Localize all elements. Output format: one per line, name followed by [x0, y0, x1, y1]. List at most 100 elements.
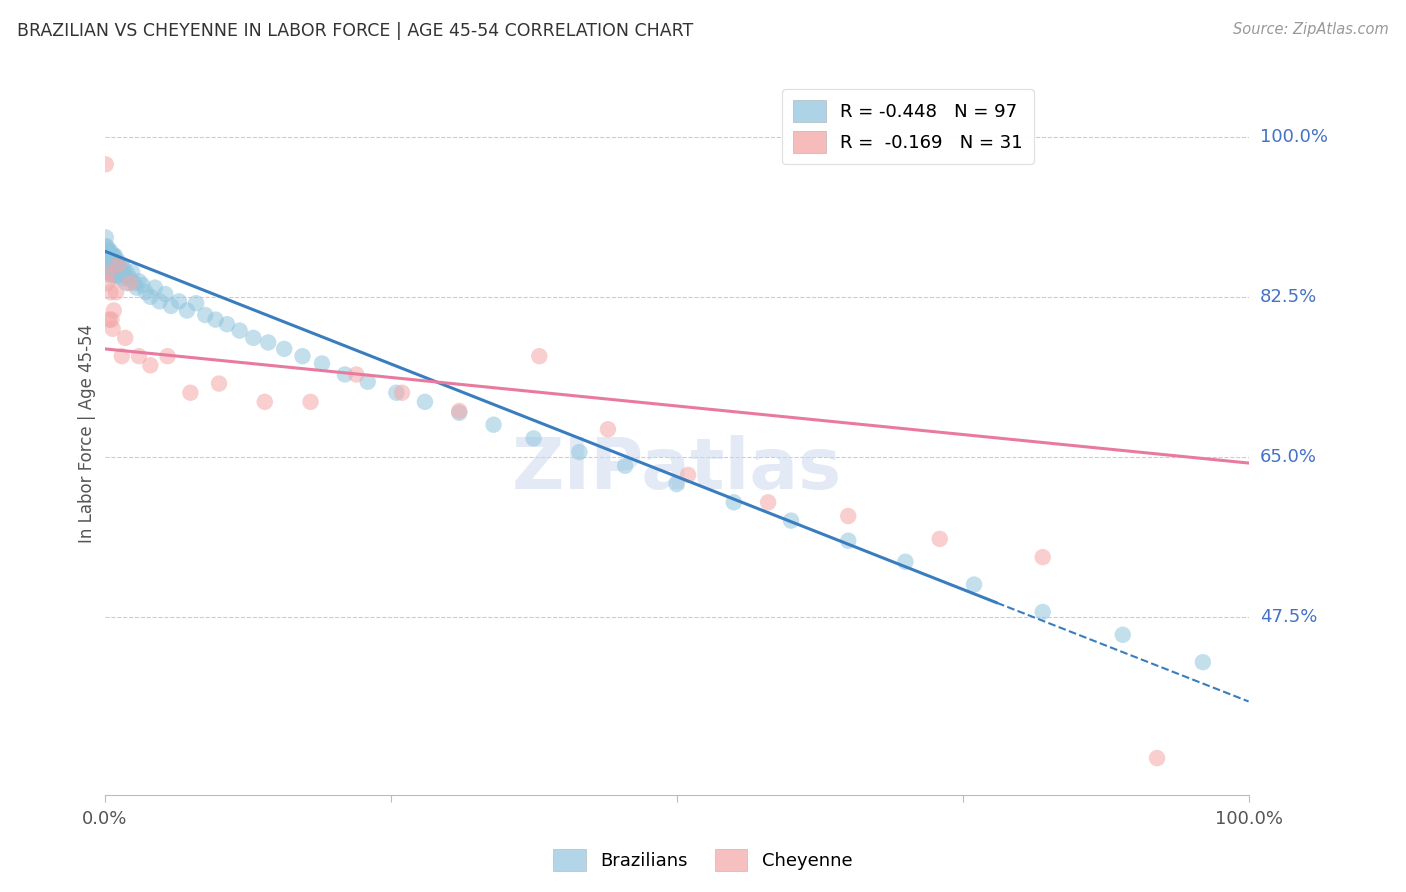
Point: [96, 253, 118, 268]
Point: [1032, 605, 1054, 619]
Point: [184, 296, 207, 310]
Point: [1112, 628, 1135, 642]
Point: [118, 271, 141, 285]
Text: BRAZILIAN VS CHEYENNE IN LABOR FORCE | AGE 45-54 CORRELATION CHART: BRAZILIAN VS CHEYENNE IN LABOR FORCE | A…: [17, 22, 693, 40]
Point: [482, 417, 505, 432]
Text: ZIPatlas: ZIPatlas: [512, 435, 842, 504]
Text: 82.5%: 82.5%: [1260, 288, 1317, 306]
Point: [97, 253, 120, 268]
Point: [100, 312, 122, 326]
Point: [160, 299, 183, 313]
Point: [111, 267, 134, 281]
Point: [97, 256, 120, 270]
Point: [103, 303, 125, 318]
Point: [385, 385, 408, 400]
Point: [104, 253, 127, 268]
Point: [523, 431, 546, 445]
Point: [143, 280, 166, 294]
Point: [124, 276, 146, 290]
Point: [118, 276, 141, 290]
Point: [228, 324, 250, 338]
Point: [94, 157, 117, 171]
Point: [101, 322, 124, 336]
Point: [98, 249, 121, 263]
Point: [449, 404, 471, 418]
Point: [101, 268, 124, 283]
Point: [1192, 655, 1215, 669]
Legend: R = -0.448   N = 97, R =  -0.169   N = 31: R = -0.448 N = 97, R = -0.169 N = 31: [782, 89, 1033, 164]
Point: [928, 532, 950, 546]
Point: [963, 577, 986, 591]
Point: [139, 359, 162, 373]
Point: [101, 260, 124, 274]
Point: [242, 331, 264, 345]
Point: [121, 265, 143, 279]
Point: [333, 368, 356, 382]
Text: 65.0%: 65.0%: [1260, 448, 1317, 466]
Point: [107, 258, 129, 272]
Point: [108, 268, 131, 283]
Point: [204, 312, 226, 326]
Point: [1146, 751, 1168, 765]
Point: [568, 445, 591, 459]
Point: [94, 244, 117, 259]
Point: [98, 312, 121, 326]
Point: [114, 331, 136, 345]
Point: [117, 267, 139, 281]
Point: [97, 249, 120, 263]
Point: [167, 294, 190, 309]
Point: [105, 268, 128, 283]
Point: [98, 258, 121, 272]
Point: [311, 356, 333, 370]
Point: [723, 495, 745, 509]
Point: [96, 258, 118, 272]
Point: [114, 268, 136, 283]
Point: [156, 349, 179, 363]
Point: [273, 342, 295, 356]
Point: [257, 335, 280, 350]
Point: [96, 249, 118, 263]
Point: [97, 267, 120, 281]
Point: [94, 239, 117, 253]
Text: 100.0%: 100.0%: [1260, 128, 1327, 146]
Point: [96, 239, 118, 253]
Point: [100, 260, 122, 274]
Point: [104, 249, 127, 263]
Point: [111, 349, 134, 363]
Point: [98, 244, 121, 259]
Point: [596, 422, 619, 436]
Point: [115, 276, 138, 290]
Point: [215, 317, 238, 331]
Point: [98, 244, 121, 259]
Point: [131, 277, 153, 292]
Point: [105, 260, 128, 274]
Text: 47.5%: 47.5%: [1260, 607, 1317, 625]
Point: [98, 251, 121, 265]
Point: [103, 256, 125, 270]
Point: [449, 406, 471, 420]
Legend: Brazilians, Cheyenne: Brazilians, Cheyenne: [546, 842, 860, 879]
Point: [98, 253, 121, 268]
Point: [94, 249, 117, 263]
Point: [299, 395, 322, 409]
Point: [101, 249, 124, 263]
Point: [357, 375, 380, 389]
Point: [105, 253, 128, 268]
Point: [253, 395, 276, 409]
Point: [135, 285, 157, 300]
Point: [103, 262, 125, 277]
Point: [112, 262, 135, 277]
Point: [100, 249, 122, 263]
Point: [96, 244, 118, 259]
Point: [105, 285, 128, 300]
Point: [837, 509, 859, 524]
Point: [780, 514, 803, 528]
Point: [391, 385, 413, 400]
Point: [176, 303, 198, 318]
Y-axis label: In Labor Force | Age 45-54: In Labor Force | Age 45-54: [79, 325, 96, 543]
Point: [97, 244, 120, 259]
Point: [756, 495, 779, 509]
Point: [100, 256, 122, 270]
Point: [100, 267, 122, 281]
Point: [110, 265, 132, 279]
